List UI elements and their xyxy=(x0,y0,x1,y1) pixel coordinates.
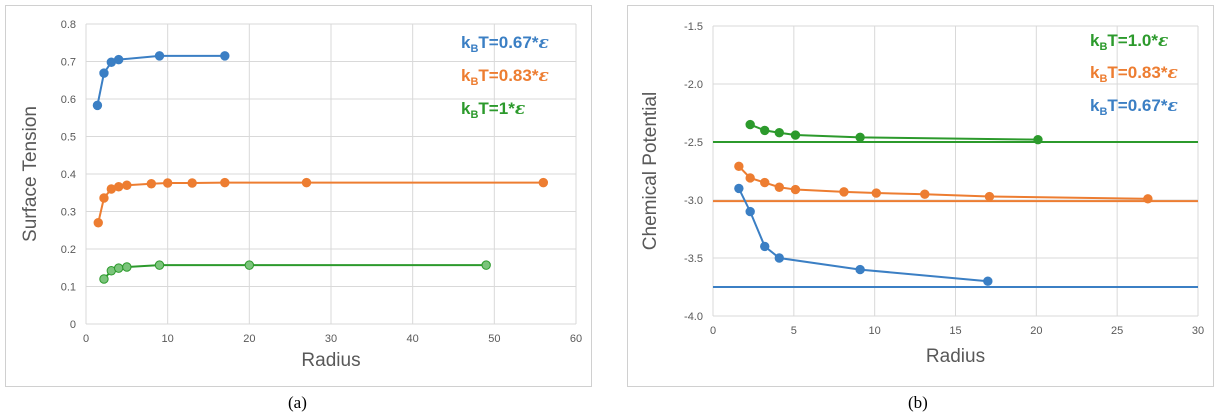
x-tick-label: 20 xyxy=(1030,325,1042,337)
data-point xyxy=(122,180,132,190)
data-point xyxy=(760,177,770,188)
data-point xyxy=(92,100,103,111)
data-point xyxy=(1033,134,1043,145)
y-tick-label: 0.7 xyxy=(61,57,76,69)
series-line xyxy=(738,165,1148,200)
chemical-potential-chart: 0 5 10 15 20 25 30 -1.5 -2.0 -2.5 -3.0 -3.5 -4.0 Radi… xyxy=(640,21,1204,367)
y-tick-label: -2.0 xyxy=(684,79,703,91)
data-point xyxy=(99,193,109,203)
data-point xyxy=(839,187,849,197)
chart-panel-a: 0 10 20 30 40 50 60 0 0.1 0.2 0.3 0.4 0.5 0.6 0.7 0.8 Ra… xyxy=(5,5,592,387)
x-tick-label: 25 xyxy=(1111,325,1123,337)
y-tick-label: 0.5 xyxy=(61,132,76,144)
data-point xyxy=(93,218,103,228)
y-tick-label: -2.5 xyxy=(684,137,703,149)
data-point xyxy=(113,182,124,192)
data-point xyxy=(154,260,165,270)
y-tick-label: 0.2 xyxy=(61,244,76,256)
y-tick-label: -1.5 xyxy=(684,21,703,33)
data-point xyxy=(983,276,993,286)
legend-label: kBT=1*ε xyxy=(461,99,525,121)
data-point xyxy=(920,189,930,199)
data-point xyxy=(790,184,801,195)
x-tick-label: 0 xyxy=(83,333,89,345)
data-point xyxy=(774,253,784,263)
data-point xyxy=(745,173,755,183)
legend-label: kBT=0.67*ε xyxy=(1090,96,1178,118)
y-tick-label: 0 xyxy=(70,319,76,331)
series-a-2 xyxy=(99,260,491,284)
x-tick-label: 50 xyxy=(488,333,500,345)
x-tick-label: 10 xyxy=(869,325,881,337)
data-point xyxy=(244,260,255,270)
surface-tension-chart: 0 10 20 30 40 50 60 0 0.1 0.2 0.3 0.4 0.5 0.6 0.7 0.8 Ra… xyxy=(20,19,582,371)
data-point xyxy=(734,161,744,172)
x-tick-label: 15 xyxy=(949,325,961,337)
data-point xyxy=(146,179,157,189)
data-point xyxy=(871,188,881,198)
x-tick-label: 60 xyxy=(570,333,582,345)
data-point xyxy=(774,128,784,138)
legend-label: kBT=0.67*ε xyxy=(461,33,549,55)
x-tick-label: 20 xyxy=(243,333,255,345)
caption-a: (a) xyxy=(288,393,307,412)
caption-b: (b) xyxy=(908,393,928,412)
data-point xyxy=(760,125,770,136)
data-point xyxy=(162,178,173,188)
data-point xyxy=(790,130,801,140)
y-tick-label: -3.5 xyxy=(684,253,703,265)
y-tick-label: 0.8 xyxy=(61,19,76,31)
x-tick-label: 10 xyxy=(162,333,174,345)
legend-label: kBT=0.83*ε xyxy=(1090,63,1178,85)
series-b-2 xyxy=(734,183,993,286)
data-point xyxy=(760,241,770,252)
data-point xyxy=(99,68,109,78)
series-b-0 xyxy=(745,119,1043,145)
data-point xyxy=(122,262,132,272)
data-point xyxy=(745,119,755,130)
data-point xyxy=(855,264,865,275)
series-b-1 xyxy=(734,161,1153,204)
gridlines-a xyxy=(85,23,577,325)
data-point xyxy=(220,177,230,188)
data-point xyxy=(538,177,549,188)
data-point xyxy=(154,51,165,61)
x-tick-label: 40 xyxy=(407,333,419,345)
data-point xyxy=(301,177,312,188)
y-axis-title: Surface Tension xyxy=(20,106,41,242)
x-tick-label: 0 xyxy=(710,325,716,337)
y-tick-label: -3.0 xyxy=(684,195,703,207)
y-tick-label: 0.6 xyxy=(61,94,76,106)
series-line xyxy=(97,181,544,223)
data-point xyxy=(113,54,124,65)
legend-label: kBT=1.0*ε xyxy=(1090,31,1168,53)
data-point xyxy=(220,51,230,61)
y-tick-label: 0.3 xyxy=(61,207,76,219)
y-axis-title: Chemical Potential xyxy=(640,92,661,250)
data-point xyxy=(99,274,109,284)
x-axis-title: Radius xyxy=(926,346,985,367)
data-point xyxy=(774,182,784,192)
data-point xyxy=(745,206,755,217)
data-point xyxy=(113,263,124,273)
chart-panel-b: 0 5 10 15 20 25 30 -1.5 -2.0 -2.5 -3.0 -3.5 -4.0 Radi… xyxy=(627,5,1214,387)
legend-label: kBT=0.83*ε xyxy=(461,66,549,88)
y-tick-label: -4.0 xyxy=(684,311,703,323)
series-a-0 xyxy=(92,51,230,111)
y-tick-label: 0.1 xyxy=(61,282,76,294)
data-point xyxy=(734,183,744,194)
x-tick-label: 30 xyxy=(325,333,337,345)
data-point xyxy=(984,191,995,202)
y-tick-label: 0.4 xyxy=(61,169,76,181)
data-point xyxy=(187,178,197,188)
x-tick-label: 5 xyxy=(791,325,797,337)
data-point xyxy=(855,132,865,143)
x-tick-label: 30 xyxy=(1192,325,1204,337)
series-a-1 xyxy=(93,177,549,228)
x-axis-title: Radius xyxy=(301,350,360,371)
data-point xyxy=(1143,194,1153,204)
data-point xyxy=(481,260,491,270)
